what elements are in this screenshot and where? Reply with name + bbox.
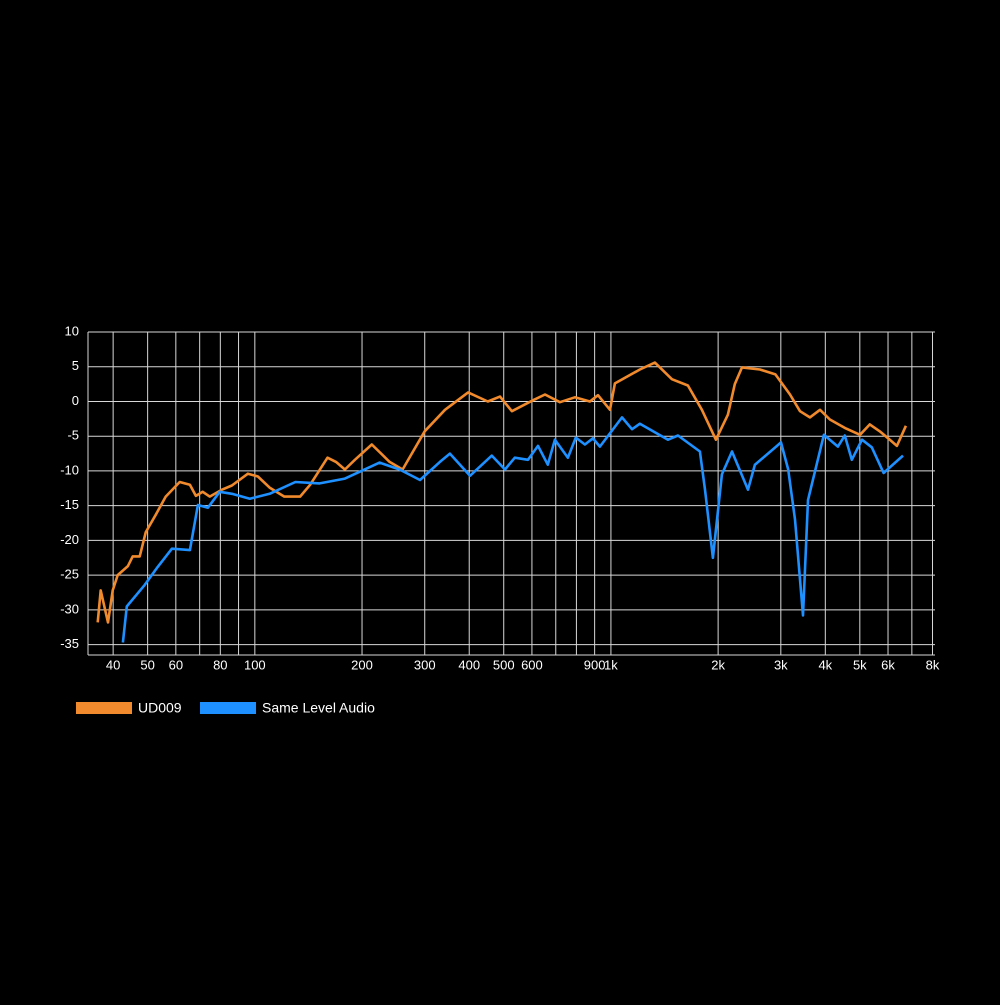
x-tick-label: 4k xyxy=(818,657,832,672)
x-tick-label: 5k xyxy=(853,657,867,672)
legend-label: UD009 xyxy=(138,700,182,716)
x-tick-label: 1k xyxy=(604,657,618,672)
x-tick-label: 6k xyxy=(881,657,895,672)
y-tick-label: -15 xyxy=(60,497,79,512)
series-line xyxy=(96,361,908,624)
x-tick-label: 500 xyxy=(493,657,515,672)
x-tick-label: 60 xyxy=(169,657,183,672)
x-tick-label: 300 xyxy=(414,657,436,672)
x-tick-label: 80 xyxy=(213,657,227,672)
x-tick-label: 200 xyxy=(351,657,373,672)
y-tick-label: 5 xyxy=(72,358,79,373)
y-tick-label: 0 xyxy=(72,393,79,408)
legend-swatch xyxy=(76,702,132,714)
y-tick-label: -5 xyxy=(67,428,79,443)
x-tick-label: 50 xyxy=(140,657,154,672)
x-tick-label: 400 xyxy=(458,657,480,672)
x-tick-label: 3k xyxy=(774,657,788,672)
legend-label: Same Level Audio xyxy=(262,700,375,716)
x-tick-label: 600 xyxy=(521,657,543,672)
y-tick-label: -20 xyxy=(60,532,79,547)
x-tick-label: 100 xyxy=(244,657,266,672)
y-tick-label: 10 xyxy=(65,323,79,338)
y-tick-label: -30 xyxy=(60,601,79,616)
y-tick-label: -25 xyxy=(60,567,79,582)
x-tick-label: 2k xyxy=(711,657,725,672)
x-tick-label: 8k xyxy=(926,657,940,672)
legend-swatch xyxy=(200,702,256,714)
y-tick-label: -10 xyxy=(60,462,79,477)
x-tick-label: 40 xyxy=(106,657,120,672)
x-tick-label: 900 xyxy=(584,657,606,672)
series-line xyxy=(121,416,904,643)
y-tick-label: -35 xyxy=(60,636,79,651)
